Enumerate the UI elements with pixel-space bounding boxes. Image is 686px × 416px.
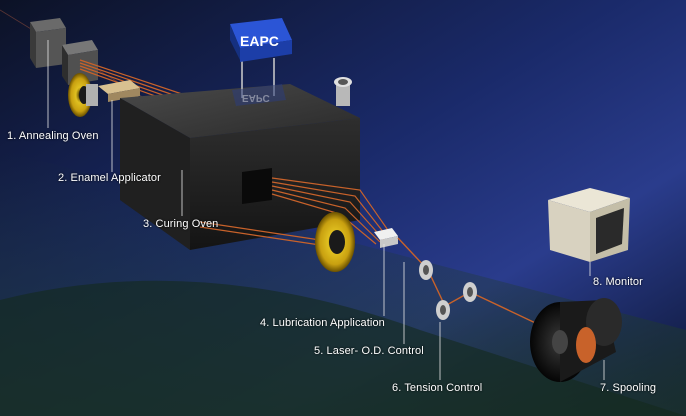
label-monitor: 8. Monitor [593,276,643,288]
eapc-sign-text: EAPC [240,33,279,49]
monitor-unit [548,188,630,262]
label-curing-oven: 3. Curing Oven [143,218,219,230]
tension-pulleys [436,282,477,320]
capstan-reel [315,212,355,272]
label-annealing-oven: 1. Annealing Oven [7,130,99,142]
eapc-sign-reflection: EAPC [242,92,270,103]
label-laser-od-control: 5. Laser- O.D. Control [314,345,424,357]
label-tension-control: 6. Tension Control [392,382,483,394]
eapc-sign: EAPC EAPC [230,18,292,106]
supply-reel [68,73,98,117]
laser-od-pulley [419,260,433,280]
lubrication-applicator-unit [374,228,398,248]
curing-oven-unit [120,84,360,250]
enamel-applicator-unit [98,80,140,102]
label-lubrication-application: 4. Lubrication Application [260,317,385,329]
label-enamel-applicator: 2. Enamel Applicator [58,172,161,184]
spooling-unit [530,298,622,382]
exhaust-pipe [334,77,352,106]
label-spooling: 7. Spooling [600,382,657,394]
